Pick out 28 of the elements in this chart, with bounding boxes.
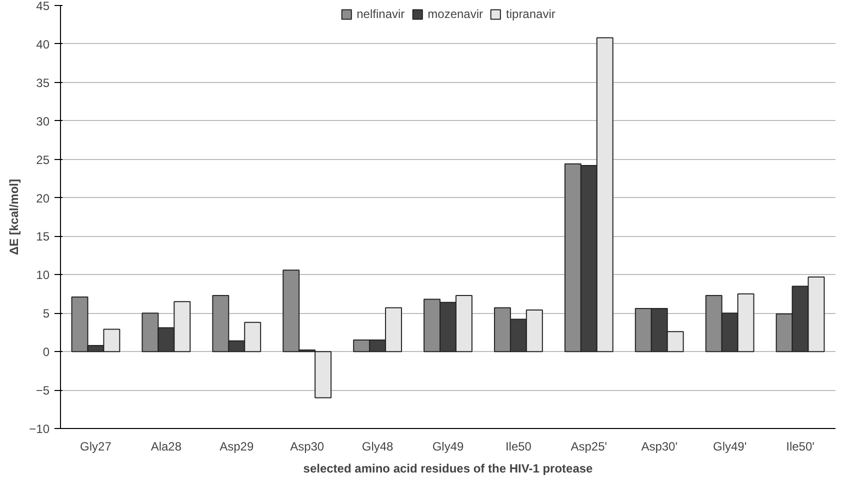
x-tick-label: Ile50 (505, 440, 532, 454)
legend-label: tipranavir (506, 7, 556, 21)
x-tick-label: Ile50' (786, 440, 814, 454)
y-tick-label: −5 (36, 384, 50, 398)
y-tick-label: 35 (36, 76, 50, 90)
x-tick-label: Gly27 (80, 440, 112, 454)
x-tick-label: Asp25' (570, 440, 608, 454)
y-tick-label: −10 (29, 422, 50, 436)
y-tick-label: 40 (36, 37, 50, 52)
legend-label: mozenavir (428, 7, 484, 21)
y-tick-label: 5 (42, 306, 50, 321)
x-tick-label: Gly48 (362, 440, 394, 454)
x-tick-label: Asp30' (641, 440, 678, 454)
y-tick-label: 0 (42, 345, 50, 360)
y-axis-title: ΔE [kcal/mol] (7, 179, 22, 255)
legend-label: nelfinavir (356, 7, 405, 21)
y-tick-label: 45 (36, 0, 50, 13)
y-tick-label: 25 (36, 152, 50, 167)
x-tick-label: Asp29 (220, 440, 254, 454)
y-tick-label: 20 (36, 191, 50, 206)
x-axis-title: selected amino acid residues of the HIV-1 protease (303, 462, 594, 476)
x-tick-label: Asp30 (290, 440, 324, 454)
y-tick-label: 10 (36, 268, 50, 282)
x-tick-label: Ala28 (150, 440, 182, 454)
y-tick-label: 15 (36, 230, 50, 244)
y-tick-label: 30 (36, 114, 50, 128)
x-tick-label: Gly49 (432, 440, 464, 454)
x-tick-label: Gly49' (713, 440, 747, 454)
